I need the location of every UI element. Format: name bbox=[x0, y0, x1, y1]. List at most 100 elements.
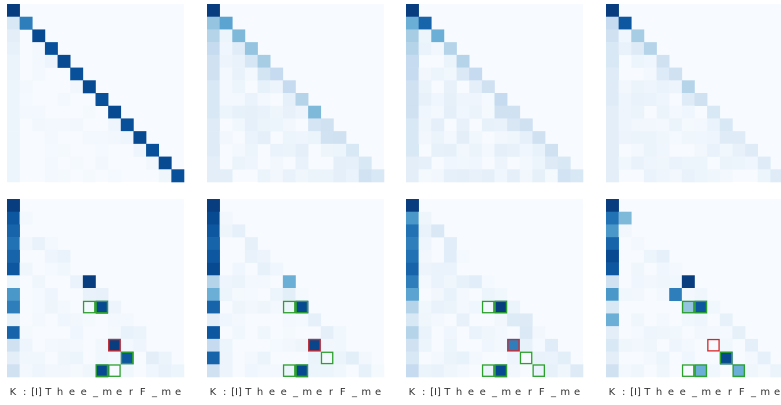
heatmap-cell bbox=[282, 326, 296, 340]
heatmap-cell bbox=[557, 169, 571, 183]
heatmap-cell bbox=[669, 156, 683, 170]
heatmap-cell bbox=[219, 275, 233, 289]
heatmap-cell bbox=[320, 143, 334, 157]
heatmap-cell bbox=[7, 199, 20, 213]
heatmap-cell bbox=[7, 211, 20, 225]
heatmap-cell bbox=[707, 105, 721, 119]
heatmap-cell bbox=[456, 364, 470, 378]
heatmap-cell bbox=[469, 131, 483, 145]
heatmap-cell bbox=[707, 143, 721, 157]
x-tick-label: _ bbox=[292, 387, 299, 398]
heatmap-cell bbox=[371, 364, 385, 378]
heatmap-cell bbox=[244, 67, 258, 81]
heatmap-cell bbox=[108, 338, 122, 352]
heatmap-cell bbox=[494, 326, 508, 340]
heatmap-cell bbox=[95, 288, 109, 302]
heatmap-cell bbox=[333, 131, 347, 145]
heatmap-cell bbox=[694, 326, 708, 340]
heatmap-cell bbox=[481, 275, 495, 289]
green-highlight-box bbox=[532, 364, 546, 377]
heatmap-cell bbox=[7, 29, 20, 43]
heatmap-cell bbox=[606, 224, 619, 238]
heatmap-cell bbox=[57, 143, 71, 157]
heatmap-cell bbox=[519, 313, 533, 327]
heatmap-cell bbox=[108, 169, 122, 183]
heatmap-cell bbox=[232, 288, 246, 302]
heatmap-cell bbox=[95, 364, 109, 378]
heatmap-cell bbox=[7, 16, 20, 30]
x-tick-label: e bbox=[316, 387, 322, 398]
heatmap-cell bbox=[507, 300, 521, 314]
heatmap-cell bbox=[44, 54, 58, 68]
heatmap-cell bbox=[418, 67, 432, 81]
heatmap-cell bbox=[219, 54, 233, 68]
heatmap-cell bbox=[669, 80, 683, 94]
heatmap-cell bbox=[70, 80, 84, 94]
heatmap-cell bbox=[707, 169, 721, 183]
heatmap-cell bbox=[481, 300, 495, 314]
heatmap-cell bbox=[320, 169, 334, 183]
heatmap-cell bbox=[618, 16, 632, 30]
heatmap-cell bbox=[431, 29, 445, 43]
heatmap-cell bbox=[7, 300, 20, 314]
heatmap-cell bbox=[494, 338, 508, 352]
heatmap-cell bbox=[545, 351, 559, 365]
heatmap-cell bbox=[219, 131, 233, 145]
heatmap-cell bbox=[70, 326, 84, 340]
heatmap-cell bbox=[232, 93, 246, 107]
heatmap-cell bbox=[469, 67, 483, 81]
heatmap-cell bbox=[631, 288, 645, 302]
heatmap-cell bbox=[606, 67, 619, 81]
heatmap-cell bbox=[295, 313, 309, 327]
heatmap-cell bbox=[707, 118, 721, 132]
heatmap-cell bbox=[282, 169, 296, 183]
heatmap-cell bbox=[443, 80, 457, 94]
heatmap-cell bbox=[443, 288, 457, 302]
heatmap-cell bbox=[282, 131, 296, 145]
heatmap-cell bbox=[244, 300, 258, 314]
heatmap-cell bbox=[443, 364, 457, 378]
heatmap-cell bbox=[406, 80, 419, 94]
heatmap-panel-top-3 bbox=[406, 4, 584, 183]
heatmap-cell bbox=[545, 338, 559, 352]
heatmap-cell bbox=[257, 169, 271, 183]
heatmap-cell bbox=[257, 54, 271, 68]
heatmap-cell bbox=[120, 364, 134, 378]
heatmap-cell bbox=[494, 105, 508, 119]
heatmap-cell bbox=[207, 275, 220, 289]
heatmap-cell bbox=[232, 224, 246, 238]
heatmap-cell bbox=[418, 42, 432, 56]
heatmap-cell bbox=[443, 300, 457, 314]
heatmap-cell bbox=[232, 54, 246, 68]
heatmap-cell bbox=[308, 351, 322, 365]
heatmap-cell bbox=[669, 67, 683, 81]
heatmap-cell bbox=[95, 93, 109, 107]
heatmap-cell bbox=[631, 93, 645, 107]
heatmap-cell bbox=[232, 326, 246, 340]
heatmap-cell bbox=[70, 156, 84, 170]
heatmap-cell bbox=[418, 338, 432, 352]
x-tick-label: T bbox=[643, 387, 651, 398]
heatmap-cell bbox=[333, 156, 347, 170]
heatmap-cell bbox=[7, 118, 20, 132]
heatmap-cell bbox=[507, 313, 521, 327]
heatmap-cell bbox=[406, 364, 419, 378]
heatmap-cell bbox=[7, 105, 20, 119]
x-tick-label: T bbox=[244, 387, 252, 398]
heatmap-cell bbox=[643, 351, 657, 365]
heatmap-cell bbox=[618, 288, 632, 302]
heatmap-cell bbox=[631, 326, 645, 340]
heatmap-cell bbox=[656, 143, 670, 157]
heatmap-cell bbox=[456, 54, 470, 68]
heatmap-cell bbox=[532, 143, 546, 157]
heatmap-cell bbox=[19, 262, 33, 276]
heatmap-cell bbox=[681, 131, 695, 145]
heatmap-cell bbox=[770, 169, 781, 183]
heatmap-cell bbox=[270, 262, 284, 276]
heatmap-cell bbox=[418, 211, 432, 225]
heatmap-cell bbox=[418, 224, 432, 238]
heatmap-cell bbox=[244, 93, 258, 107]
heatmap-cell bbox=[618, 364, 632, 378]
heatmap-cell bbox=[232, 275, 246, 289]
